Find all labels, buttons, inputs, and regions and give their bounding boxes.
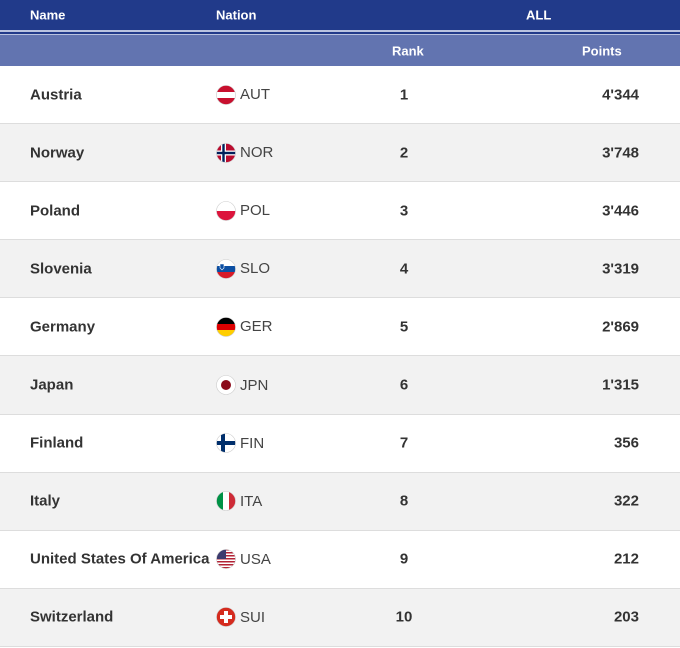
nation-code: POL xyxy=(240,202,271,220)
nation-code: SUI xyxy=(240,608,266,626)
flag-nor-icon xyxy=(216,142,236,163)
country-name[interactable]: Switzerland xyxy=(30,608,114,626)
flag-aut-icon xyxy=(216,84,236,105)
rank-value: 10 xyxy=(395,608,413,626)
rank-value: 1 xyxy=(399,86,409,104)
nation-code: JPN xyxy=(240,376,269,394)
points-value: 4'344 xyxy=(602,86,639,104)
table-row[interactable]: Austria AUT 1 4'344 xyxy=(0,66,680,125)
nation-code: GER xyxy=(240,318,273,336)
points-value: 203 xyxy=(613,608,639,626)
country-name[interactable]: United States Of America xyxy=(30,550,210,568)
nation-code: FIN xyxy=(240,434,265,452)
table-row[interactable]: Switzerland SUI 10 203 xyxy=(0,588,680,647)
header-row-main: Name Nation ALL xyxy=(0,0,680,30)
table-row[interactable]: Finland FIN 7 356 xyxy=(0,415,680,473)
nation-code: USA xyxy=(240,550,271,568)
nation-cell: JPN xyxy=(216,375,268,395)
table-row[interactable]: Poland POL 3 3'446 xyxy=(0,182,680,241)
points-value: 3'319 xyxy=(602,260,639,278)
nation-code: NOR xyxy=(240,144,274,162)
col-nation-header[interactable]: Nation xyxy=(216,7,257,23)
country-name[interactable]: Austria xyxy=(30,86,82,104)
col-points-header[interactable]: Points xyxy=(582,43,622,58)
flag-usa-icon xyxy=(216,549,236,570)
table-row[interactable]: United States Of America USA 9 212 xyxy=(0,531,680,589)
col-name-header[interactable]: Name xyxy=(30,7,66,23)
nation-code: AUT xyxy=(240,86,270,104)
nation-cell: USA xyxy=(216,549,271,570)
points-value: 3'446 xyxy=(602,202,639,220)
flag-pol-icon xyxy=(216,200,236,221)
points-value: 212 xyxy=(613,550,639,568)
col-rank-header[interactable]: Rank xyxy=(392,43,424,58)
country-name[interactable]: Slovenia xyxy=(30,260,92,278)
header-divider xyxy=(0,30,680,35)
points-value: 356 xyxy=(613,434,639,452)
points-value: 322 xyxy=(613,492,639,510)
flag-fin-icon xyxy=(216,433,236,453)
rank-value: 4 xyxy=(399,260,409,278)
rank-value: 9 xyxy=(399,550,409,568)
country-name[interactable]: Japan xyxy=(30,376,74,394)
flag-jpn-icon xyxy=(216,375,236,395)
table-row[interactable]: Norway NOR 2 3'748 xyxy=(0,124,680,183)
country-name[interactable]: Germany xyxy=(30,318,96,336)
rank-value: 3 xyxy=(399,202,409,220)
points-value: 3'748 xyxy=(602,144,639,162)
flag-ger-icon xyxy=(216,317,236,337)
rank-value: 7 xyxy=(399,434,409,452)
flag-slo-icon xyxy=(216,259,236,279)
table-header: Name Nation ALL Rank Points xyxy=(0,0,680,66)
points-value: 2'869 xyxy=(602,318,639,336)
country-name[interactable]: Norway xyxy=(30,144,85,162)
ranking-table-body: Austria AUT 1 4'344 Norway NOR 2 3'748 Pol… xyxy=(0,66,680,647)
nation-cell: SUI xyxy=(216,607,266,628)
country-name[interactable]: Finland xyxy=(30,434,84,452)
rank-value: 5 xyxy=(399,318,409,336)
nation-cell: FIN xyxy=(216,433,264,453)
country-name[interactable]: Poland xyxy=(30,202,81,220)
nation-cell: ITA xyxy=(216,491,263,512)
table-row[interactable]: Italy ITA 8 322 xyxy=(0,472,680,531)
nation-code: ITA xyxy=(240,492,263,510)
country-name[interactable]: Italy xyxy=(30,492,61,510)
header-row-sub: Rank Points xyxy=(0,35,680,66)
nation-cell: GER xyxy=(216,317,273,337)
points-value: 1'315 xyxy=(602,376,639,394)
nation-cell: AUT xyxy=(216,84,270,105)
nation-cell: SLO xyxy=(216,259,270,279)
rank-value: 6 xyxy=(399,376,409,394)
nation-cell: POL xyxy=(216,200,271,221)
table-row[interactable]: Slovenia SLO 4 3'319 xyxy=(0,240,680,299)
rank-value: 2 xyxy=(399,144,409,162)
flag-ita-icon xyxy=(216,491,236,512)
rank-value: 8 xyxy=(399,492,409,510)
col-all-header: ALL xyxy=(526,7,552,23)
nation-cell: NOR xyxy=(216,142,274,163)
table-row[interactable]: Japan JPN 6 1'315 xyxy=(0,356,680,415)
nation-code: SLO xyxy=(240,260,271,278)
flag-sui-icon xyxy=(216,607,236,628)
table-row[interactable]: Germany GER 5 2'869 xyxy=(0,298,680,357)
